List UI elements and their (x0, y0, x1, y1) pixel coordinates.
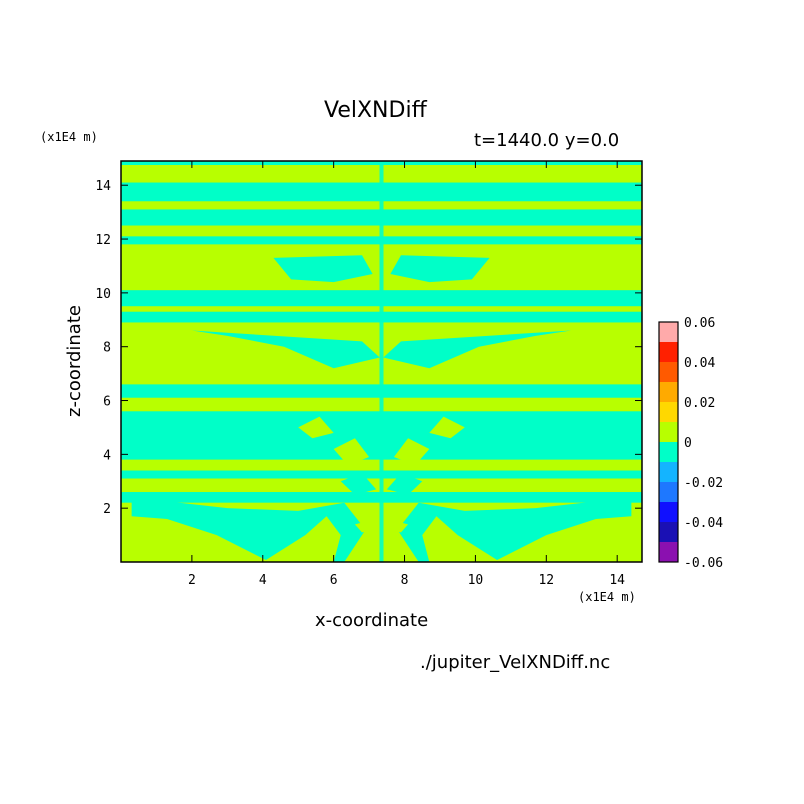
plot-frame (120, 160, 643, 563)
colorbar-segment-4 (659, 462, 678, 482)
colorbar-segment-8 (659, 382, 678, 402)
colorbar: -0.06 -0.04 -0.02 0 0.02 0.04 0.06 (658, 316, 723, 571)
contour-field (121, 161, 642, 562)
contour-structure-3-right (422, 516, 501, 562)
colorbar-segment-1 (659, 522, 678, 542)
contour-structure-4-left (145, 545, 185, 562)
y-tick-label-6: 6 (103, 395, 111, 410)
contour-structure-1-right (383, 413, 536, 455)
y-unit-label: (x1E4 m) (40, 130, 98, 144)
colorbar-label-0: -0.06 (684, 556, 723, 571)
contour-structure-6-right (429, 416, 465, 439)
colorbar-label-5: 0.04 (684, 356, 715, 371)
colorbar-label-3: 0 (684, 436, 692, 451)
x-tick-label-8: 8 (401, 573, 409, 588)
chart-subtitle: t=1440.0 y=0.0 (474, 130, 620, 151)
colorbar-label-6: 0.06 (684, 316, 715, 331)
y-tick-label-2: 2 (103, 502, 111, 517)
colorbar-label-4: 0.02 (684, 396, 715, 411)
contour-structure-3-left (262, 516, 341, 562)
colorbar-label-2: -0.02 (684, 476, 723, 491)
x-axis-label: x-coordinate (315, 610, 429, 631)
colorbar-segment-9 (659, 362, 678, 382)
contour-structures (131, 255, 632, 562)
colorbar-segment-0 (659, 542, 678, 562)
colorbar-segment-2 (659, 502, 678, 522)
colorbar-segment-7 (659, 402, 678, 422)
y-tick-label-4: 4 (103, 448, 111, 463)
contour-structure-0-right (383, 330, 572, 369)
contour-structure-7-left (333, 438, 370, 466)
contour-structure-5-left (273, 255, 373, 283)
x-tick-label-2: 2 (188, 573, 196, 588)
axis-ticks: 2 4 6 8 10 12 14 2 4 6 8 10 12 14 (95, 161, 642, 588)
colorbar-segment-5 (659, 442, 678, 462)
y-tick-label-12: 12 (95, 233, 111, 248)
y-tick-label-10: 10 (95, 287, 111, 302)
contour-structure-9-right (383, 518, 409, 533)
center-seam (379, 161, 384, 562)
colorbar-segment-3 (659, 482, 678, 502)
source-file-label: ./jupiter_VelXNDiff.nc (420, 652, 611, 673)
x-tick-label-14: 14 (609, 573, 625, 588)
x-tick-label-10: 10 (468, 573, 484, 588)
x-tick-label-12: 12 (538, 573, 554, 588)
chart-title: VelXNDiff (324, 98, 427, 123)
x-tick-label-4: 4 (259, 573, 267, 588)
contour-structure-1-left (227, 413, 380, 455)
contour-structure-5-right (390, 255, 490, 283)
y-tick-label-8: 8 (103, 341, 111, 356)
contour-structure-7-right (393, 438, 430, 466)
colorbar-segment-10 (659, 342, 678, 362)
y-tick-label-14: 14 (95, 179, 111, 194)
contour-structure-9-left (354, 518, 380, 533)
x-unit-label: (x1E4 m) (578, 590, 636, 604)
y-axis-label: z-coordinate (64, 305, 85, 417)
colorbar-frame (658, 321, 679, 563)
colorbar-label-1: -0.04 (684, 516, 723, 531)
contour-structure-8-left (340, 473, 377, 495)
contour-structure-6-left (298, 416, 334, 439)
x-tick-label-6: 6 (330, 573, 338, 588)
axes-frame (120, 160, 643, 563)
colorbar-segment-6 (659, 422, 678, 442)
contour-structure-4-right (578, 545, 618, 562)
contour-structure-8-right (386, 473, 423, 495)
colorbar-segment-11 (659, 322, 678, 342)
contour-structure-0-left (191, 330, 380, 369)
